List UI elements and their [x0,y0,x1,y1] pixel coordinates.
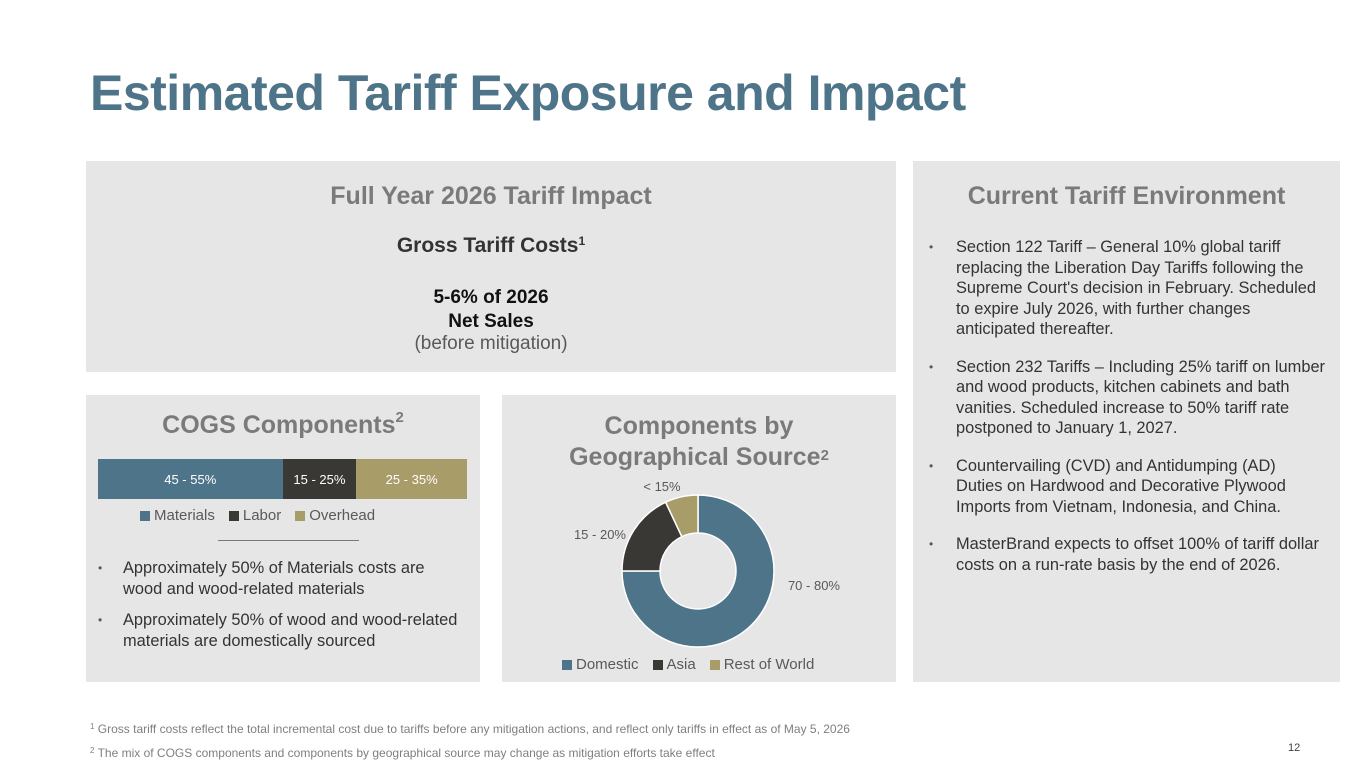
bullet-icon: • [929,359,934,374]
donut-slice-rest-of-world [664,494,699,538]
bullet-icon: • [929,537,934,551]
data-label-rest-of-world: < 15% [643,479,681,494]
bullet-text: MasterBrand expects to offset 100% of ta… [956,535,1319,574]
bullet-icon: • [98,613,103,627]
legend-label: Materials [154,507,215,524]
legend-item-asia: Asia [652,656,696,673]
impact-value-line1: 5-6% of 2026 [433,287,549,308]
footnote-marker: 1 [578,234,586,248]
list-item: • Countervailing (CVD) and Antidumping (A… [929,456,1326,518]
legend-item-domestic: Domestic [562,656,639,673]
data-label-asia: 15 - 20% [574,527,626,542]
bar-segment-materials: 45 - 55% [98,459,283,499]
bar-segment-labor: 15 - 25% [282,459,357,499]
cogs-components-panel: COGS Components2 45 - 55% 15 - 25% 25 - 35… [86,395,480,682]
legend-label: Domestic [576,656,639,673]
geo-heading: Components by Geographical Source2 [502,411,896,473]
environment-bullet-list: • Section 122 Tariff – General 10% global… [929,237,1326,592]
bullet-icon: • [929,240,934,254]
impact-note: (before mitigation) [414,333,568,354]
impact-value-line2: Net Sales [448,311,534,332]
legend-label: Asia [666,656,696,673]
legend-label: Labor [242,507,282,524]
gross-tariff-costs-label: Gross Tariff Costs1 [86,234,896,258]
environment-heading: Current Tariff Environment [967,182,1286,210]
footnote-marker: 2 [395,409,404,426]
cogs-legend: Materials Labor Overhead [140,507,375,524]
footnote-marker: 2 [820,447,829,464]
page-number: 12 [1288,742,1301,754]
legend-swatch [562,659,572,670]
legend-swatch [652,659,663,670]
impact-heading: Full Year 2026 Tariff Impact [330,182,652,210]
data-label-domestic: 70 - 80% [788,578,840,593]
geo-heading-line2: Geographical Source [569,443,821,471]
cogs-heading: COGS Components2 [86,409,480,440]
geographical-source-panel: Components by Geographical Source2 70 - … [502,395,896,682]
cogs-heading-text: COGS Components [162,411,396,439]
page-title: Estimated Tariff Exposure and Impact [90,65,966,121]
bullet-icon: • [98,561,103,575]
footnote-text: The mix of COGS components and component… [97,746,715,760]
gross-tariff-costs-text: Gross Tariff Costs [396,234,579,257]
legend-item-materials: Materials [140,507,215,524]
tariff-impact-panel: Full Year 2026 Tariff Impact Gross Tarif… [86,161,896,372]
geo-heading-line1: Components by [604,412,794,440]
cogs-bullet-list: • Approximately 50% of Materials costs ar… [98,558,468,662]
geo-donut-chart: 70 - 80% 15 - 20% < 15% [574,479,840,648]
footnote-mark: 1 [90,722,95,731]
list-item: • Approximately 50% of Materials costs ar… [98,558,468,599]
legend-label: Rest of World [723,656,815,673]
legend-swatch [140,510,150,521]
bullet-text: Section 122 Tariff – General 10% global … [956,238,1316,338]
bullet-text: Countervailing (CVD) and Antidumping (AD… [956,456,1286,516]
cogs-stacked-bar: 45 - 55% 15 - 25% 25 - 35% [98,459,467,499]
legend-swatch [228,510,239,521]
divider [218,540,359,541]
legend-item-rest-of-world: Rest of World [709,656,815,673]
list-item: • Section 122 Tariff – General 10% global… [929,237,1326,340]
list-item: • Section 232 Tariffs – Including 25% tar… [929,357,1326,439]
footnote-mark: 2 [90,746,95,755]
geo-legend: Domestic Asia Rest of World [562,656,814,673]
bullet-text: Approximately 50% of wood and wood-relat… [123,611,458,650]
list-item: • Approximately 50% of wood and wood-rela… [98,610,468,651]
legend-swatch [295,510,306,521]
bar-segment-overhead: 25 - 35% [356,459,467,499]
impact-value: 5-6% of 2026 Net Sales [86,286,896,334]
geo-heading-line2-wrap: Geographical Source2 [502,442,896,473]
list-item: • MasterBrand expects to offset 100% of t… [929,534,1326,575]
bullet-text: Section 232 Tariffs – Including 25% tari… [956,357,1326,438]
legend-swatch [709,659,720,670]
tariff-environment-panel: Current Tariff Environment • Section 122 … [913,161,1340,682]
legend-item-labor: Labor [228,507,282,524]
footnote-text: Gross tariff costs reflect the total inc… [97,722,850,736]
legend-label: Overhead [309,507,376,524]
footnote-1: 1 Gross tariff costs reflect the total i… [90,722,850,736]
bullet-icon: • [929,458,934,473]
footnote-2: 2 The mix of COGS components and compone… [90,746,715,760]
donut-slice-domestic [621,494,775,648]
bullet-text: Approximately 50% of Materials costs are… [123,559,425,598]
legend-item-overhead: Overhead [295,507,375,524]
